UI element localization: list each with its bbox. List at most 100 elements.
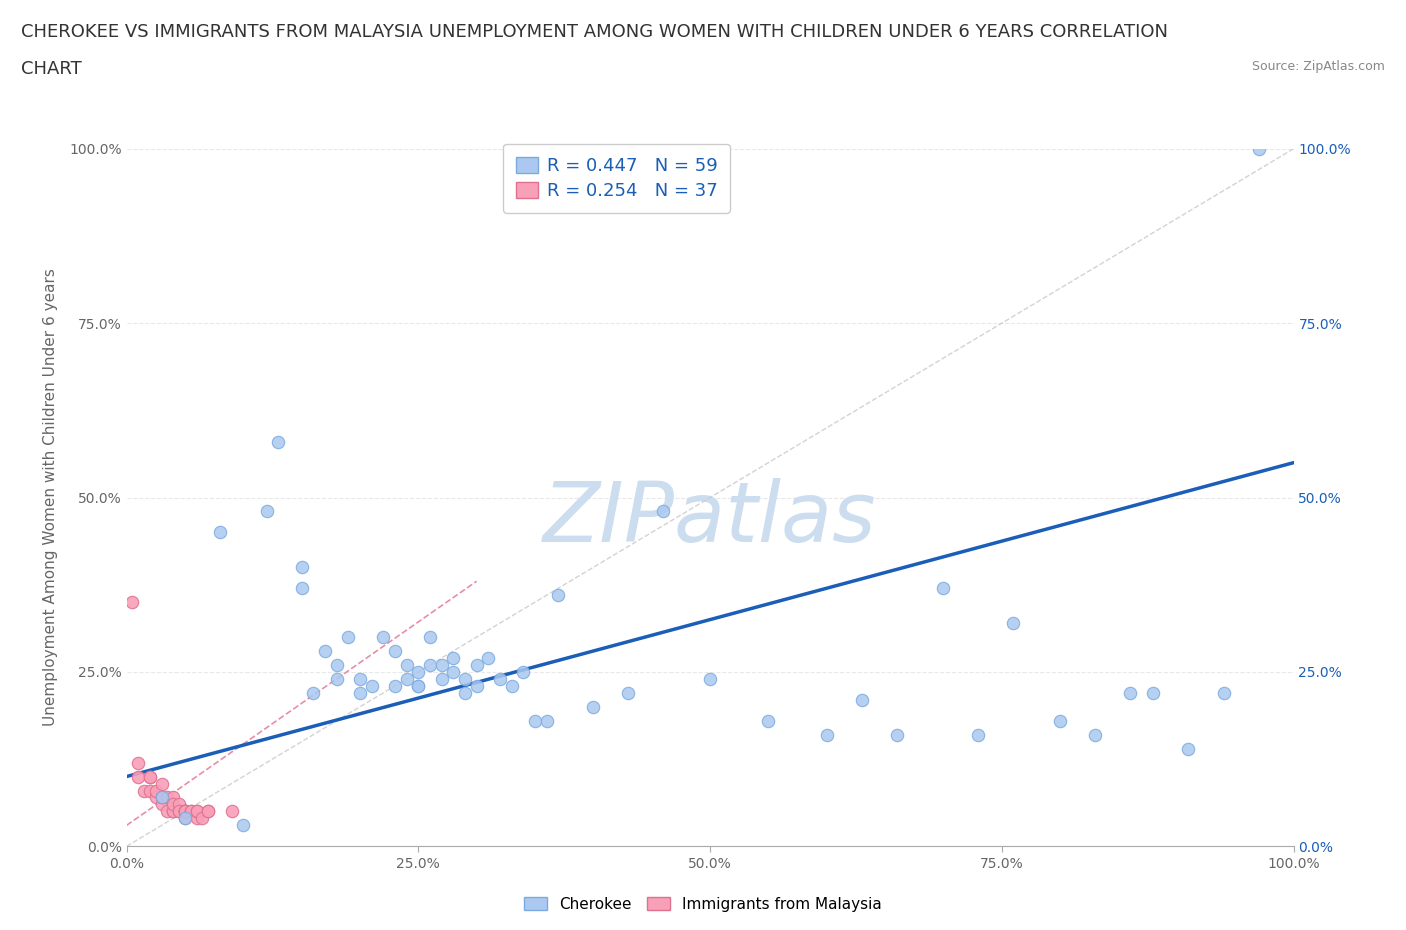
Point	[150, 797, 173, 812]
Text: ZIPatlas: ZIPatlas	[543, 478, 877, 559]
Text: Source: ZipAtlas.com: Source: ZipAtlas.com	[1251, 60, 1385, 73]
Point	[395, 671, 418, 686]
Point	[139, 783, 162, 798]
Point	[174, 811, 197, 826]
Point	[162, 797, 184, 812]
Text: CHART: CHART	[21, 60, 82, 78]
Point	[186, 804, 208, 819]
Point	[139, 769, 162, 784]
Point	[150, 790, 173, 805]
Point	[430, 671, 453, 686]
Point	[325, 671, 347, 686]
Point	[441, 651, 464, 666]
Point	[174, 804, 197, 819]
Point	[191, 811, 214, 826]
Point	[208, 525, 231, 540]
Point	[325, 658, 347, 672]
Point	[524, 713, 547, 728]
Point	[150, 790, 173, 805]
Point	[180, 804, 202, 819]
Point	[174, 811, 197, 826]
Point	[512, 665, 534, 680]
Point	[127, 769, 149, 784]
Point	[932, 580, 955, 596]
Point	[454, 685, 477, 700]
Point	[174, 804, 197, 819]
Text: CHEROKEE VS IMMIGRANTS FROM MALAYSIA UNEMPLOYMENT AMONG WOMEN WITH CHILDREN UNDE: CHEROKEE VS IMMIGRANTS FROM MALAYSIA UNE…	[21, 23, 1168, 41]
Point	[1049, 713, 1071, 728]
Point	[290, 580, 312, 596]
Point	[256, 504, 278, 519]
Point	[419, 630, 441, 644]
Point	[536, 713, 558, 728]
Point	[441, 665, 464, 680]
Point	[477, 651, 499, 666]
Point	[617, 685, 640, 700]
Point	[967, 727, 990, 742]
Point	[465, 679, 488, 694]
Point	[1002, 616, 1025, 631]
Point	[139, 769, 162, 784]
Point	[197, 804, 219, 819]
Point	[395, 658, 418, 672]
Point	[290, 560, 312, 575]
Point	[408, 679, 430, 694]
Point	[699, 671, 721, 686]
Point	[121, 595, 143, 610]
Point	[167, 804, 190, 819]
Point	[186, 811, 208, 826]
Point	[1177, 741, 1199, 756]
Point	[501, 679, 523, 694]
Point	[221, 804, 243, 819]
Point	[1119, 685, 1142, 700]
Point	[127, 755, 149, 770]
Point	[360, 679, 382, 694]
Legend: Cherokee, Immigrants from Malaysia: Cherokee, Immigrants from Malaysia	[517, 890, 889, 918]
Point	[302, 685, 325, 700]
Point	[465, 658, 488, 672]
Point	[145, 783, 167, 798]
Point	[167, 797, 190, 812]
Point	[174, 804, 197, 819]
Point	[174, 804, 197, 819]
Point	[373, 630, 395, 644]
Point	[454, 671, 477, 686]
Point	[547, 588, 569, 603]
Point	[314, 644, 336, 658]
Point	[162, 790, 184, 805]
Point	[174, 804, 197, 819]
Point	[384, 679, 406, 694]
Point	[145, 790, 167, 805]
Point	[150, 776, 173, 790]
Point	[419, 658, 441, 672]
Point	[162, 804, 184, 819]
Point	[150, 790, 173, 805]
Point	[197, 804, 219, 819]
Point	[132, 783, 155, 798]
Point	[162, 804, 184, 819]
Point	[1142, 685, 1164, 700]
Point	[408, 665, 430, 680]
Point	[384, 644, 406, 658]
Point	[489, 671, 512, 686]
Legend: R = 0.447   N = 59, R = 0.254   N = 37: R = 0.447 N = 59, R = 0.254 N = 37	[503, 144, 730, 213]
Point	[1212, 685, 1234, 700]
Y-axis label: Unemployment Among Women with Children Under 6 years: Unemployment Among Women with Children U…	[44, 269, 58, 726]
Point	[886, 727, 908, 742]
Point	[156, 790, 179, 805]
Point	[337, 630, 360, 644]
Point	[815, 727, 838, 742]
Point	[349, 685, 371, 700]
Point	[349, 671, 371, 686]
Point	[1247, 141, 1270, 156]
Point	[180, 804, 202, 819]
Point	[156, 804, 179, 819]
Point	[167, 804, 190, 819]
Point	[430, 658, 453, 672]
Point	[232, 818, 254, 833]
Point	[756, 713, 779, 728]
Point	[186, 804, 208, 819]
Point	[408, 679, 430, 694]
Point	[267, 434, 290, 449]
Point	[652, 504, 675, 519]
